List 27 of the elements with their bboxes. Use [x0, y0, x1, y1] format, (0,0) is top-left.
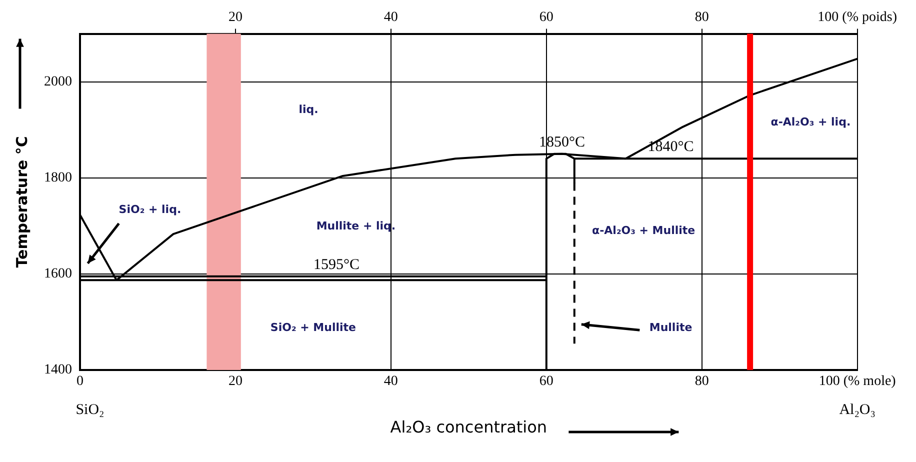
annotation: α-Al₂O₃ + Mullite [592, 224, 696, 238]
x2-tick-label: 20 [228, 10, 242, 26]
y-tick-label: 1600 [44, 266, 72, 282]
annotation: SiO₂ + Mullite [270, 321, 356, 334]
text: SiO₂ [76, 402, 104, 418]
x-tick-label: 0 [76, 374, 84, 390]
annotation: 1840°C [648, 139, 694, 156]
y-tick-label: 2000 [44, 74, 72, 90]
x-tick-label: 100 (% mole) [818, 374, 896, 390]
y-axis-title: Temperature °C [12, 136, 31, 268]
x-axis-title: Al₂O₃ concentration [390, 418, 548, 437]
x-tick-label: 40 [384, 374, 398, 390]
y-tick-label: 1400 [44, 362, 72, 378]
y-tick-label: 1800 [44, 170, 72, 186]
annotation: liq. [298, 103, 318, 116]
annotation: Mullite [649, 321, 692, 334]
text: Al₂O₃ [839, 402, 876, 418]
x2-tick-label: 40 [384, 10, 398, 26]
x-tick-label: 80 [694, 374, 709, 390]
annotation: α-Al₂O₃ + liq. [770, 116, 851, 129]
x-tick-label: 60 [539, 374, 554, 390]
annotation: 1595°C [314, 256, 360, 273]
x2-tick-label: 60 [539, 10, 554, 26]
annotation: SiO₂ + liq. [118, 202, 182, 216]
x2-tick-label: 100 (% poids) [818, 10, 898, 26]
x2-tick-label: 80 [694, 10, 709, 26]
x-tick-label: 20 [228, 374, 242, 390]
